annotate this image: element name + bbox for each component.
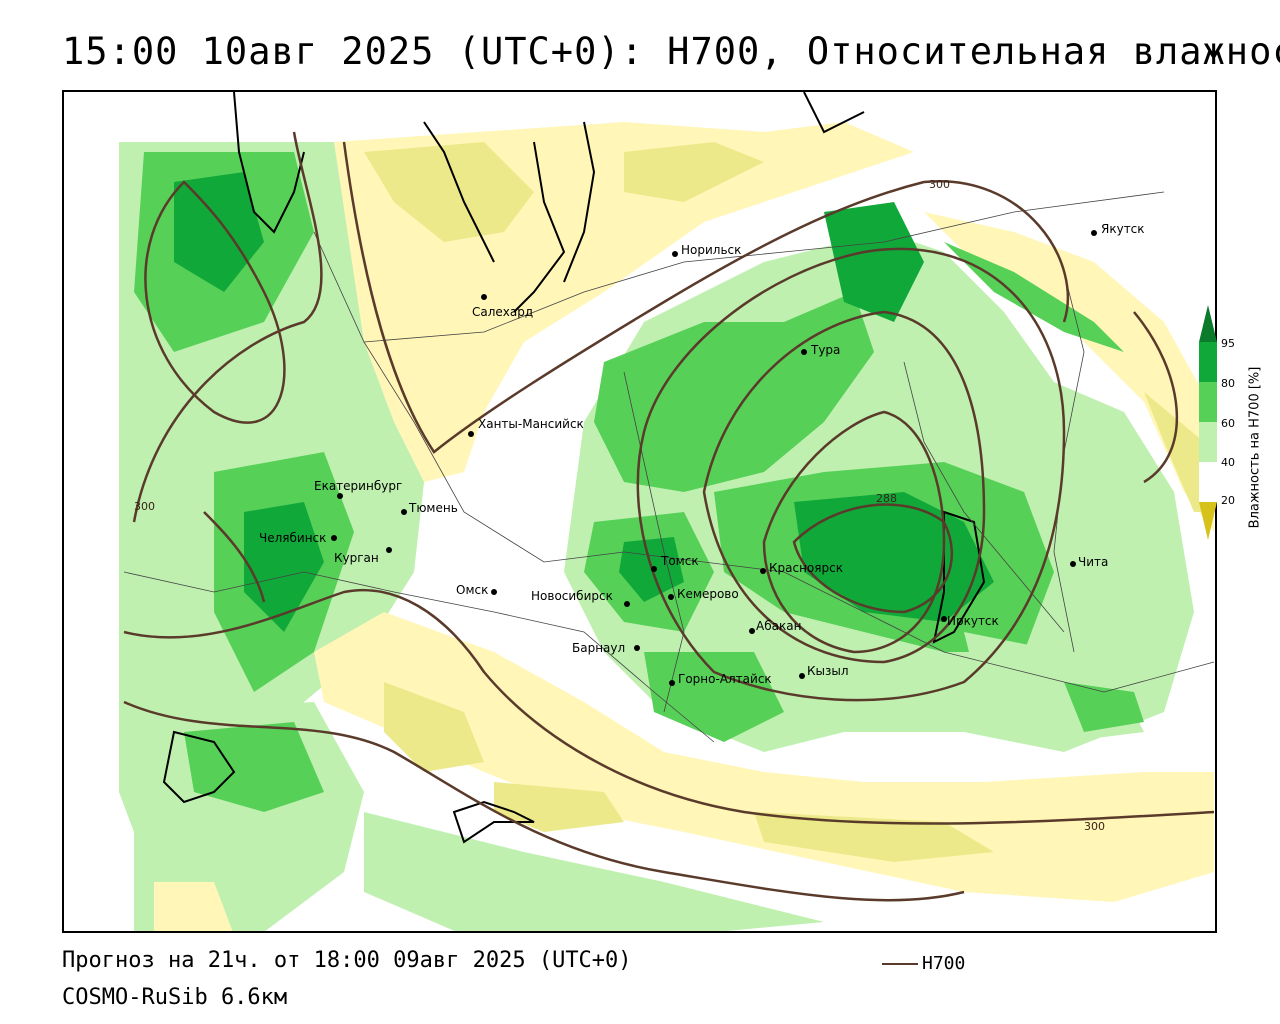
city-markers: Якутск Норильск Салехард Тура Ханты-Манс… (259, 222, 1145, 686)
colorbar-title: Влажность на H700 [%] (1247, 366, 1263, 529)
svg-text:Кызыл: Кызыл (807, 664, 849, 678)
city-khanty-mansiysk: Ханты-Мансийск (468, 417, 584, 437)
h700-contours (123, 131, 1215, 902)
colorbar-tick: 20 (1221, 494, 1235, 507)
svg-text:Абакан: Абакан (756, 619, 801, 633)
map-canvas: 300 300 288 300 Якутск Норильск Салехард… (119, 92, 1215, 931)
svg-text:Тюмень: Тюмень (408, 501, 458, 515)
city-novosibirsk: Новосибирск (531, 589, 630, 607)
contour-label: 300 (929, 178, 950, 191)
svg-text:Горно-Алтайск: Горно-Алтайск (678, 672, 772, 686)
city-kyzyl: Кызыл (799, 664, 849, 679)
city-norilsk: Норильск (672, 243, 741, 257)
city-barnaul: Барнаул (572, 641, 640, 655)
svg-text:Новосибирск: Новосибирск (531, 589, 613, 603)
contour-labels: 300 300 288 300 (134, 178, 1105, 833)
humidity-colorbar (1199, 305, 1217, 540)
city-kurgan: Курган (334, 547, 392, 565)
colorbar-tick: 80 (1221, 377, 1235, 390)
city-tyumen: Тюмень (401, 501, 458, 515)
svg-text:Томск: Томск (660, 554, 699, 568)
svg-text:Ханты-Мансийск: Ханты-Мансийск (478, 417, 584, 431)
contour-label: 300 (1084, 820, 1105, 833)
legend-line-swatch (882, 962, 918, 965)
svg-text:Норильск: Норильск (681, 243, 741, 257)
city-yakutsk: Якутск (1091, 222, 1145, 236)
city-tura: Тура (801, 343, 840, 357)
svg-text:Иркутск: Иркутск (947, 614, 999, 628)
model-name: COSMO-RuSib 6.6км (62, 985, 288, 1010)
coastlines (162, 92, 986, 844)
colorbar-tick: 40 (1221, 456, 1235, 469)
city-chelyabinsk: Челябинск (259, 531, 337, 545)
svg-text:Красноярск: Красноярск (769, 561, 843, 575)
city-abakan: Абакан (749, 619, 801, 634)
city-tomsk: Томск (651, 554, 699, 572)
svg-text:Салехард: Салехард (472, 305, 533, 319)
city-yekaterinburg: Екатеринбург (314, 479, 402, 499)
svg-text:Чита: Чита (1078, 555, 1108, 569)
forecast-info: Прогноз на 21ч. от 18:00 09авг 2025 (UTC… (62, 948, 632, 973)
contour-label: 288 (876, 492, 897, 505)
contour-label: 300 (134, 500, 155, 513)
city-krasnoyarsk: Красноярск (760, 561, 843, 575)
colorbar-tick: 95 (1221, 337, 1235, 350)
svg-text:Курган: Курган (334, 551, 379, 565)
humidity-fields (119, 122, 1214, 931)
city-gorno-altaysk: Горно-Алтайск (669, 672, 772, 686)
city-salekhard: Салехард (472, 294, 533, 319)
svg-text:Омск: Омск (456, 583, 488, 597)
svg-text:Челябинск: Челябинск (259, 531, 326, 545)
contour-legend: H700 (882, 953, 965, 974)
svg-text:Барнаул: Барнаул (572, 641, 625, 655)
city-kemerovo: Кемерово (668, 587, 739, 601)
city-chita: Чита (1070, 555, 1108, 569)
weather-map: 300 300 288 300 Якутск Норильск Салехард… (62, 90, 1217, 933)
svg-text:Тура: Тура (810, 343, 840, 357)
svg-text:Екатеринбург: Екатеринбург (314, 479, 402, 493)
city-omsk: Омск (456, 583, 497, 597)
map-title: 15:00 10авг 2025 (UTC+0): H700, Относите… (62, 30, 1280, 73)
city-irkutsk: Иркутск (941, 614, 999, 628)
colorbar-tick: 60 (1221, 417, 1235, 430)
legend-label: H700 (922, 953, 966, 974)
svg-text:Якутск: Якутск (1101, 222, 1145, 236)
svg-text:Кемерово: Кемерово (677, 587, 739, 601)
